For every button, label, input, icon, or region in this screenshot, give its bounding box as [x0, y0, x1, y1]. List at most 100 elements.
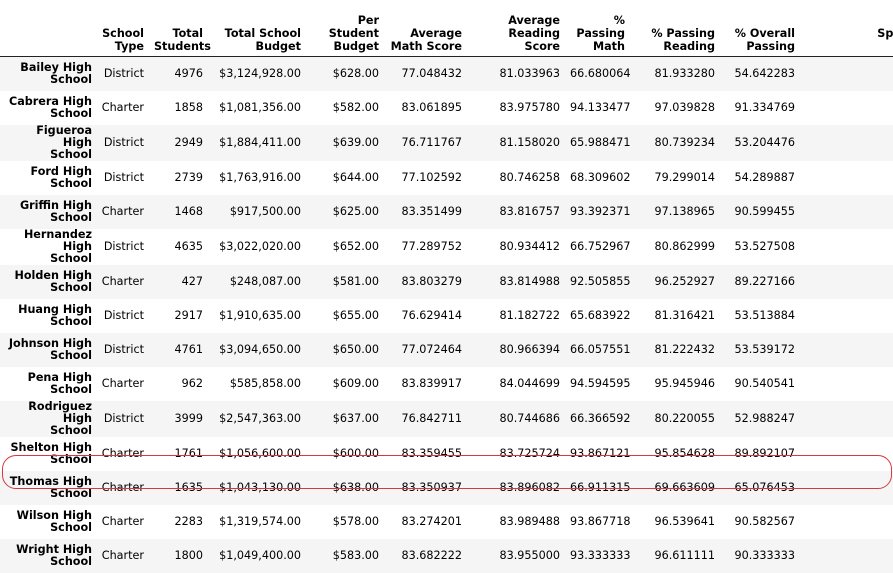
spending-range-cell: <$584 — [801, 539, 893, 573]
avg-math-cell: 76.711767 — [401, 136, 463, 149]
column-header-per-student-budget: Per Student Budget — [307, 14, 385, 57]
table-row: Cabrera High School Charter 1858 $1,081,356… — [0, 91, 893, 125]
pass-math-cell: 66.366592 — [570, 412, 631, 425]
per-student-budget-cell: $655.00 — [332, 309, 379, 322]
spending-range-cell: $585-629 — [801, 195, 893, 229]
total-students-cell: 1468 — [174, 205, 203, 218]
pass-math-cell: 66.752967 — [570, 240, 631, 253]
total-budget-cell: $1,056,600.00 — [219, 447, 301, 460]
avg-reading-cell: 83.896082 — [499, 481, 561, 494]
school-summary-table: School Type Total Students Total School … — [0, 14, 893, 573]
total-budget-cell: $1,049,400.00 — [219, 549, 301, 562]
school-type-cell: Charter — [101, 515, 144, 528]
pass-reading-cell: 97.039828 — [654, 101, 716, 114]
school-type-cell: District — [103, 343, 144, 356]
school-name-cell: Figueroa High School — [36, 123, 92, 161]
school-name-cell: Wilson High School — [16, 508, 92, 534]
per-student-budget-cell: $583.00 — [332, 549, 379, 562]
per-student-budget-cell: $628.00 — [332, 67, 379, 81]
avg-reading-cell: 80.744686 — [499, 412, 561, 425]
avg-reading-cell: 81.182722 — [499, 309, 561, 322]
total-students-cell: 2283 — [174, 515, 203, 528]
school-type-cell: Charter — [101, 205, 144, 218]
table-row: Figueroa High School District 2949 $1,884,4… — [0, 123, 893, 161]
pass-reading-cell: 80.739234 — [654, 136, 716, 149]
school-type-cell: Charter — [101, 101, 144, 114]
school-type-cell: District — [103, 136, 144, 149]
pass-reading-cell: 79.299014 — [654, 171, 716, 184]
column-header-index — [0, 14, 96, 57]
avg-reading-cell: 83.989488 — [499, 515, 561, 528]
total-students-cell: 1858 — [174, 101, 203, 114]
avg-reading-cell: 80.966394 — [499, 343, 561, 356]
school-type-cell: District — [103, 67, 144, 81]
column-header-avg-math: Average Math Score — [385, 14, 468, 57]
per-student-budget-cell: $600.00 — [332, 447, 379, 460]
total-students-cell: 427 — [181, 275, 203, 288]
pass-reading-cell: 80.862999 — [654, 240, 716, 253]
per-student-budget-cell: $644.00 — [332, 171, 379, 184]
table-row: Hernandez High School District 4635 $3,022,… — [0, 227, 893, 265]
table-row: Griffin High School Charter 1468 $917,500.0… — [0, 194, 893, 229]
table-row: Johnson High School District 4761 $3,094,65… — [0, 332, 893, 367]
pass-math-cell: 94.133477 — [570, 101, 631, 114]
total-students-cell: 4761 — [174, 343, 203, 356]
table-row: Rodriguez High School District 3999 $2,547,… — [0, 400, 893, 437]
pass-reading-cell: 96.611111 — [654, 549, 716, 562]
total-budget-cell: $248,087.00 — [229, 275, 301, 288]
avg-math-cell: 77.048432 — [401, 67, 463, 81]
table-row: Ford High School District 2739 $1,763,916.0… — [0, 161, 893, 195]
column-header-overall-passing: % Overall Passing — [721, 14, 801, 57]
per-student-budget-cell: $652.00 — [332, 240, 379, 253]
per-student-budget-cell: $637.00 — [332, 412, 379, 425]
spending-range-cell: $585-629 — [801, 367, 893, 401]
total-students-cell: 1761 — [174, 447, 203, 460]
avg-reading-cell: 83.814988 — [499, 275, 561, 288]
spending-range-cell: <$584 — [801, 505, 893, 539]
table-row: Huang High School District 2917 $1,910,635.… — [0, 299, 893, 333]
avg-math-cell: 83.274201 — [401, 515, 463, 528]
pass-math-cell: 65.988471 — [570, 136, 631, 149]
table-row: Wright High School Charter 1800 $1,049,400.… — [0, 538, 893, 573]
table-row: Pena High School Charter 962 $585,858.00 $60… — [0, 367, 893, 401]
total-budget-cell: $1,763,916.00 — [219, 171, 301, 184]
school-name-cell: Pena High School — [27, 370, 92, 396]
school-type-cell: District — [103, 412, 144, 425]
overall-passing-cell: 53.527508 — [734, 240, 796, 253]
avg-reading-cell: 84.044699 — [499, 377, 561, 390]
column-header-total-students: Total Students — [150, 14, 211, 57]
school-type-cell: District — [103, 171, 144, 184]
table-row: Thomas High School Charter 1635 $1,043,130.… — [0, 470, 893, 505]
total-budget-cell: $3,094,650.00 — [219, 343, 301, 356]
column-header-avg-reading: Average Reading Score — [468, 14, 566, 57]
spending-range-cell: $645-675 — [801, 229, 893, 265]
overall-passing-cell: 54.642283 — [734, 67, 796, 81]
spending-range-cell: <$584 — [801, 91, 893, 125]
spending-range-cell: $585-629 — [801, 437, 893, 471]
total-students-cell: 1635 — [174, 481, 203, 494]
avg-math-cell: 83.682222 — [401, 549, 463, 562]
avg-math-cell: 77.102592 — [401, 171, 463, 184]
pass-math-cell: 92.505855 — [570, 275, 631, 288]
total-budget-cell: $585,858.00 — [229, 377, 301, 390]
avg-reading-cell: 83.725724 — [499, 447, 561, 460]
avg-math-cell: 77.072464 — [401, 343, 463, 356]
school-name-cell: Ford High School — [30, 164, 92, 190]
total-budget-cell: $917,500.00 — [229, 205, 301, 218]
spending-range-cell: $645-675 — [801, 333, 893, 367]
pass-reading-cell: 97.138965 — [654, 205, 716, 218]
per-student-budget-cell: $650.00 — [332, 343, 379, 356]
overall-passing-cell: 89.227166 — [734, 275, 796, 288]
avg-math-cell: 83.803279 — [401, 275, 463, 288]
avg-math-cell: 83.359455 — [401, 447, 463, 460]
overall-passing-cell: 90.540541 — [734, 377, 796, 390]
overall-passing-cell: 53.513884 — [734, 309, 796, 322]
pass-reading-cell: 96.539641 — [654, 515, 716, 528]
avg-math-cell: 76.842711 — [401, 412, 463, 425]
pass-math-cell: 94.594595 — [570, 377, 631, 390]
avg-math-cell: 77.289752 — [401, 240, 463, 253]
school-name-cell: Holden High School — [14, 268, 92, 294]
avg-reading-cell: 80.746258 — [499, 171, 561, 184]
school-type-cell: Charter — [101, 447, 144, 460]
school-name-cell: Hernandez High School — [23, 227, 92, 265]
